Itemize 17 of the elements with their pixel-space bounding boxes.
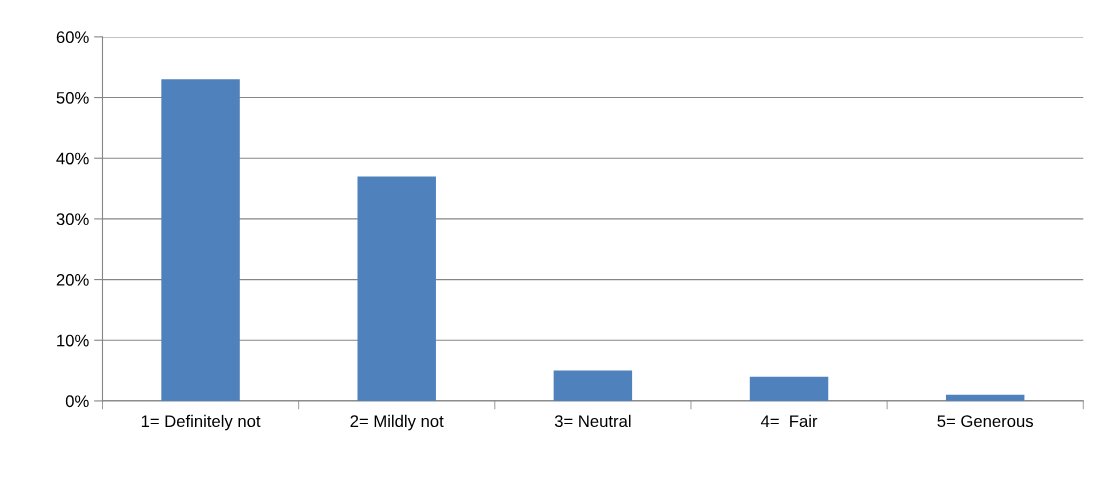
x-tick-label: 1= Definitely not [141, 414, 261, 431]
bar [357, 176, 436, 401]
y-tick-label: 0% [65, 395, 89, 408]
y-tick-label: 60% [56, 31, 89, 44]
y-tick-label: 50% [56, 91, 89, 104]
y-tick-label: 20% [56, 273, 89, 286]
x-tick-label: 2= Mildly not [350, 414, 444, 431]
bar [749, 376, 829, 401]
bar [161, 79, 240, 401]
bar [945, 394, 1025, 401]
x-tick-label: 4= Fair [760, 414, 818, 428]
y-tick-label: 30% [56, 213, 89, 226]
bar [553, 370, 633, 401]
y-tick-label: 40% [56, 152, 89, 165]
y-tick-label: 10% [57, 334, 89, 347]
x-tick-label: 3= Neutral [554, 414, 631, 428]
x-tick-label: 5= Generous [937, 415, 1033, 428]
